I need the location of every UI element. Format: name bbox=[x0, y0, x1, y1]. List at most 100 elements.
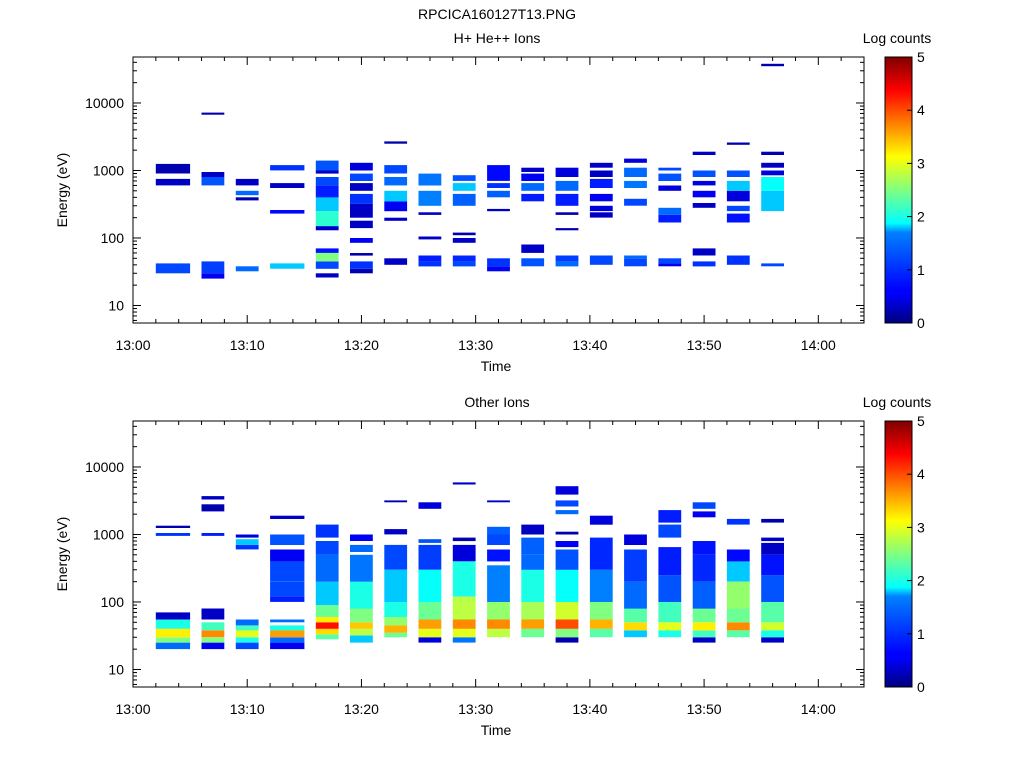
colorbar-tick-label: 2 bbox=[917, 209, 925, 225]
heatmap-cell bbox=[384, 500, 408, 503]
heatmap-cell bbox=[624, 549, 647, 582]
heatmap-cell bbox=[452, 238, 476, 243]
heatmap-cell bbox=[658, 547, 682, 576]
heatmap-cell bbox=[692, 170, 716, 177]
heatmap-cell bbox=[487, 526, 510, 535]
heatmap-cell bbox=[201, 177, 225, 186]
heatmap-cell bbox=[155, 612, 191, 620]
heatmap-cell bbox=[761, 170, 784, 176]
heatmap-cell bbox=[235, 266, 259, 272]
heatmap-cell bbox=[521, 167, 545, 172]
heatmap-cell bbox=[658, 167, 682, 171]
x-tick-label: 13:30 bbox=[458, 337, 493, 353]
heatmap-cell bbox=[761, 263, 784, 267]
heatmap-cell bbox=[384, 258, 408, 265]
heatmap-cell bbox=[235, 637, 259, 643]
heatmap-cell bbox=[487, 183, 510, 188]
heatmap-cell bbox=[315, 617, 339, 623]
heatmap-cell bbox=[384, 177, 408, 186]
heatmap-cell bbox=[270, 263, 305, 269]
heatmap-cell bbox=[521, 183, 545, 191]
heatmap-cell bbox=[384, 632, 408, 638]
heatmap-cell bbox=[658, 622, 682, 631]
heatmap-cell bbox=[658, 630, 682, 638]
heatmap-cell bbox=[384, 569, 408, 602]
heatmap-cell bbox=[726, 549, 750, 562]
heatmap-cell bbox=[418, 255, 442, 262]
heatmap-cell bbox=[555, 541, 579, 548]
heatmap-cell bbox=[350, 173, 373, 181]
heatmap-cell bbox=[692, 511, 716, 518]
heatmap-cell bbox=[487, 258, 510, 267]
heatmap-cell bbox=[692, 261, 716, 267]
heatmap-cell bbox=[452, 175, 476, 181]
heatmap-cell bbox=[589, 212, 613, 218]
heatmap-cell bbox=[315, 253, 339, 262]
x-tick-label: 13:20 bbox=[344, 337, 379, 353]
heatmap-cell bbox=[624, 167, 647, 177]
heatmap-cell bbox=[350, 220, 373, 229]
heatmap-cell bbox=[624, 534, 647, 545]
heatmap-cell bbox=[521, 173, 545, 181]
heatmap-cells bbox=[155, 63, 784, 279]
heatmap-cell bbox=[589, 170, 613, 177]
heatmap-cell bbox=[589, 602, 613, 620]
heatmap-cell bbox=[487, 565, 510, 602]
heatmap-cell bbox=[315, 226, 339, 231]
heatmap-cell bbox=[726, 622, 750, 631]
heatmap-cell bbox=[726, 255, 750, 265]
heatmap-cell bbox=[521, 524, 545, 535]
y-axis-label: Energy (eV) bbox=[54, 517, 70, 592]
y-tick-label: 100 bbox=[101, 594, 125, 610]
heatmap-cell bbox=[270, 630, 305, 638]
heatmap-cell bbox=[155, 525, 191, 528]
heatmap-cell bbox=[589, 515, 613, 525]
heatmap-cell bbox=[315, 541, 339, 555]
heatmap-cell bbox=[555, 569, 579, 602]
heatmap-cell bbox=[589, 162, 613, 168]
heatmap-cell bbox=[726, 518, 750, 525]
heatmap-cell bbox=[384, 141, 408, 144]
heatmap-cell bbox=[555, 255, 579, 262]
heatmap-cell bbox=[726, 170, 750, 177]
panel-h-he-ions: H+ He++ Ions Log counts Energy (eV) Time… bbox=[54, 30, 931, 374]
panel-title: Other Ions bbox=[464, 394, 529, 410]
colorbar bbox=[884, 420, 913, 688]
heatmap-cell bbox=[521, 628, 545, 638]
heatmap-cell bbox=[555, 628, 579, 638]
heatmap-cell bbox=[452, 619, 476, 629]
heatmap-cell bbox=[384, 544, 408, 570]
heatmap-cell bbox=[235, 544, 259, 550]
heatmap-cell bbox=[726, 608, 750, 623]
axes: 13:00 13:10 13:20 13:30 13:40 13:50 14:00 10 100… bbox=[85, 57, 864, 353]
colorbar-tick-label: 0 bbox=[917, 679, 925, 695]
colorbar-label: Log counts bbox=[863, 30, 932, 46]
heatmap-cell bbox=[315, 211, 339, 227]
heatmap-cell bbox=[555, 261, 579, 267]
heatmap-cell bbox=[155, 642, 191, 650]
heatmap-cell bbox=[624, 608, 647, 623]
heatmap-cell bbox=[726, 630, 750, 638]
heatmap-cell bbox=[521, 193, 545, 202]
heatmap-cell bbox=[418, 619, 442, 629]
colorbar-ticks: 0 1 2 3 4 5 bbox=[907, 413, 925, 695]
y-tick-label: 10000 bbox=[85, 459, 124, 475]
heatmap-cell bbox=[350, 581, 373, 609]
heatmap-cell bbox=[555, 510, 579, 515]
heatmap-cell bbox=[761, 162, 784, 168]
colorbar-label: Log counts bbox=[863, 394, 932, 410]
heatmap-cell bbox=[201, 533, 225, 536]
heatmap-cell bbox=[384, 625, 408, 633]
heatmap-cell bbox=[624, 180, 647, 188]
heatmap-cell bbox=[692, 541, 716, 555]
heatmap-cell bbox=[418, 212, 442, 215]
heatmap-cell bbox=[155, 163, 191, 174]
heatmap-cell bbox=[761, 542, 784, 555]
heatmap-cell bbox=[726, 180, 750, 191]
heatmap-cell bbox=[692, 608, 716, 623]
panel-other-ions: Other Ions Log counts Energy (eV) Time 1… bbox=[54, 394, 931, 738]
heatmap-cell bbox=[235, 197, 259, 201]
heatmap-cell bbox=[726, 213, 750, 223]
x-tick-label: 13:30 bbox=[458, 701, 493, 717]
heatmap-cell bbox=[521, 619, 545, 629]
